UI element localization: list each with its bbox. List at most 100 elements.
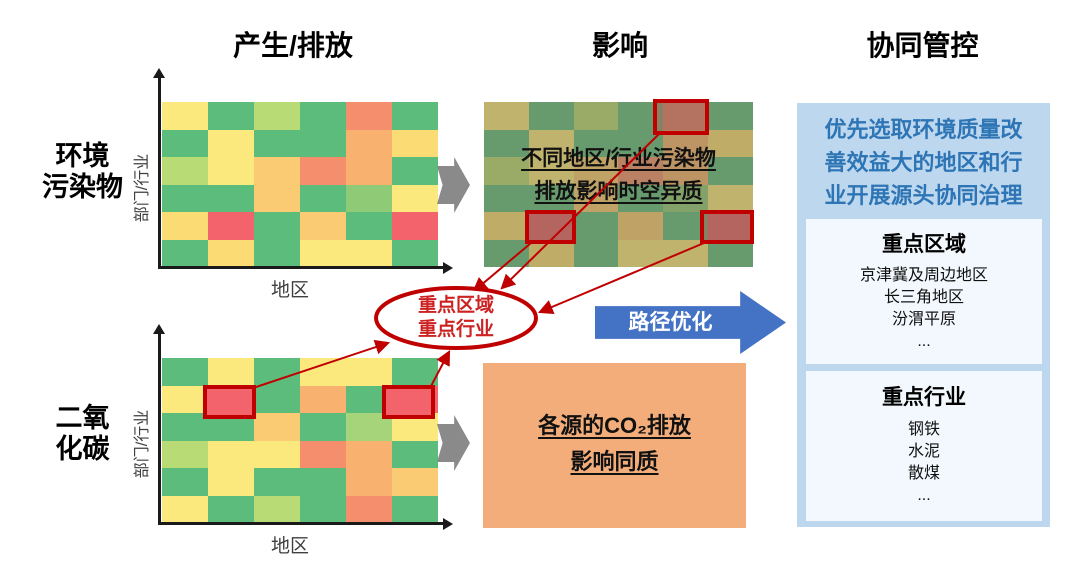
heatmap-cell [162,413,208,441]
heatmap-cell [484,157,529,185]
heatmap-cell [484,129,529,157]
heatmap-cell [663,184,709,212]
heatmap-cell [300,239,346,267]
heatmap-cell [708,184,753,212]
heatmap-cell [162,212,208,240]
co2-homogeneous-line2: 影响同质 [570,449,659,474]
heatmap-cell [618,212,664,240]
heatmap-cell [254,413,300,441]
heatmap-cell [254,468,300,496]
heatmap-cell [162,385,208,413]
path-optimization-label: 路径优化 [628,311,713,334]
heatmap-cell [346,239,392,267]
heatmap-cell [708,212,753,240]
heatmap-cell [484,184,529,212]
row-label-pollutant-line1: 环境 [55,141,110,171]
pollutant-x-axis-arrowhead [443,262,453,274]
key-focus-line2: 重点行业 [417,319,494,340]
row-label-pollutant: 环境 污染物 [20,141,145,203]
co2-highlight-box-right [382,385,435,419]
heatmap-cell [573,184,619,212]
heatmap-cell [162,157,208,185]
heatmap-cell [300,385,346,413]
heatmap-cell [392,212,438,240]
heatmap-cell [346,184,392,212]
heatmap-cell [254,157,300,185]
heatmap-cell [254,129,300,157]
heatmap-cell [392,157,438,185]
heatmap-cell [254,212,300,240]
heatmap-cell [300,212,346,240]
pollutant-y-axis-arrowhead [153,68,165,78]
heatmap-cell [208,239,254,267]
heatmap-pollutant-emission [162,102,438,267]
heatmap-cell [300,157,346,185]
heatmap-cell [300,102,346,130]
connector-co2-left-to-ellipse [252,339,391,389]
heatmap-cell [208,157,254,185]
heatmap-cell [208,358,254,386]
heatmap-cell [254,102,300,130]
heatmap-cell [528,102,574,130]
heatmap-cell [392,495,438,523]
heatmap-cell [300,413,346,441]
headline-line3: 业开展源头协同治理 [824,183,1023,208]
co2-homogeneous-line1: 各源的CO₂排放 [538,413,691,438]
heatmap-co2-emission [162,358,438,523]
heatmap-cell [392,468,438,496]
heatmap-cell [162,468,208,496]
heatmap-cell [618,184,664,212]
heatmap-cell [573,212,619,240]
heatmap-cell [392,239,438,267]
pollutant-x-axis [158,266,443,269]
key-focus-ellipse [374,286,538,350]
heatmap-cell [254,495,300,523]
heatmap-cell [528,129,574,157]
pollutant-x-axis-label: 地区 [270,280,309,301]
heatmap-cell [254,385,300,413]
heatmap-cell [346,495,392,523]
heatmap-cell [392,129,438,157]
headline-line1: 优先选取环境质量改 [824,117,1023,142]
impact-note-line1: 不同地区/行业污染物 [521,147,716,170]
heatmap-cell [618,157,664,185]
heatmap-cell [346,157,392,185]
co2-x-axis [158,522,443,525]
heatmap-cell [300,468,346,496]
heatmap-cell [708,239,753,267]
co2-homogeneous-box [483,363,746,528]
heatmap-cell [300,440,346,468]
heatmap-cell [392,184,438,212]
heatmap-cell [708,157,753,185]
heatmap-cell [254,440,300,468]
co2-highlight-box-left [203,385,256,419]
heatmap-cell [346,129,392,157]
key-region-item: 长三角地区 [883,289,964,306]
heatmap-cell [573,239,619,267]
connector-impact-top-to-ellipse [500,133,660,290]
key-industry-item: 水泥 [907,443,940,460]
heatmap-cell [254,239,300,267]
heatmap-cell [162,129,208,157]
heatmap-cell [208,212,254,240]
key-regions-box: 重点区域 京津冀及周边地区 长三角地区 汾渭平原 ... [806,219,1042,364]
heatmap-cell [392,358,438,386]
headline-line2: 善效益大的地区和行 [824,150,1023,175]
co2-y-axis [158,334,161,525]
co2-homogeneous-text: 各源的CO₂排放 影响同质 [483,408,746,480]
impact-highlight-box-top [653,99,709,135]
key-industries-title: 重点行业 [882,386,966,409]
heatmap-cell [392,102,438,130]
heatmap-cell [208,102,254,130]
heatmap-cell [573,129,619,157]
control-panel-headline: 优先选取环境质量改 善效益大的地区和行 业开展源头协同治理 [800,113,1047,212]
heatmap-cell [663,157,709,185]
heatmap-cell [528,184,574,212]
key-regions-title: 重点区域 [882,233,966,256]
connector-co2-right-to-ellipse [429,350,451,389]
row-label-co2: 二氧 化碳 [20,403,145,465]
key-industry-item: ... [917,487,931,504]
heatmap-cell [162,102,208,130]
heatmap-cell [663,102,709,130]
